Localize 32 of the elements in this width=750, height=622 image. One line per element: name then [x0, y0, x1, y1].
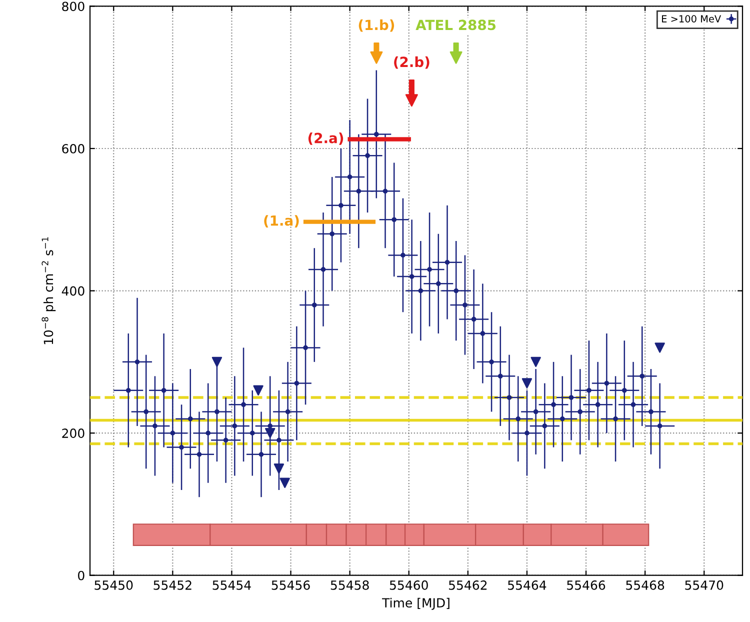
x-axis-title: Time [MJD]: [382, 598, 450, 610]
y-axis-title: 10$^{−8}$ ph cm$^{−2}$ s$^{−1}$: [42, 237, 56, 344]
x-tick-label: 55450: [94, 580, 133, 590]
x-tick-label: 55470: [685, 580, 724, 590]
x-tick-label: 55456: [272, 580, 310, 590]
x-tick-label: 55468: [626, 580, 664, 590]
point: [253, 385, 264, 396]
annotation: ATEL 2885: [416, 20, 496, 30]
point: [654, 342, 665, 353]
point: [530, 356, 541, 368]
x-tick-label: 55466: [567, 580, 606, 590]
x-tick-label: 55464: [508, 580, 546, 590]
annotation: (2.b): [394, 56, 430, 69]
y-tick-label: 600: [62, 144, 84, 154]
point: [280, 478, 290, 488]
x-tick-label: 55452: [154, 580, 192, 590]
y-tick-label: 800: [62, 2, 84, 12]
y-tick-label: 200: [62, 428, 84, 438]
y-tick-label: 0: [78, 570, 84, 580]
point: [274, 464, 284, 474]
x-tick-label: 55462: [449, 580, 487, 590]
point: [522, 378, 532, 388]
x-tick-label: 55454: [212, 580, 251, 590]
legend-label: E >100 MeV: [662, 15, 722, 22]
x-tick-label: 55458: [330, 580, 369, 590]
annotation: (1.a): [264, 215, 299, 228]
annotation: (1.b): [358, 19, 394, 32]
point: [265, 428, 276, 438]
point: [212, 356, 222, 368]
x-tick-label: 55460: [390, 580, 428, 590]
y-tick-label: 400: [62, 286, 84, 296]
annotation: (2.a): [308, 132, 344, 145]
